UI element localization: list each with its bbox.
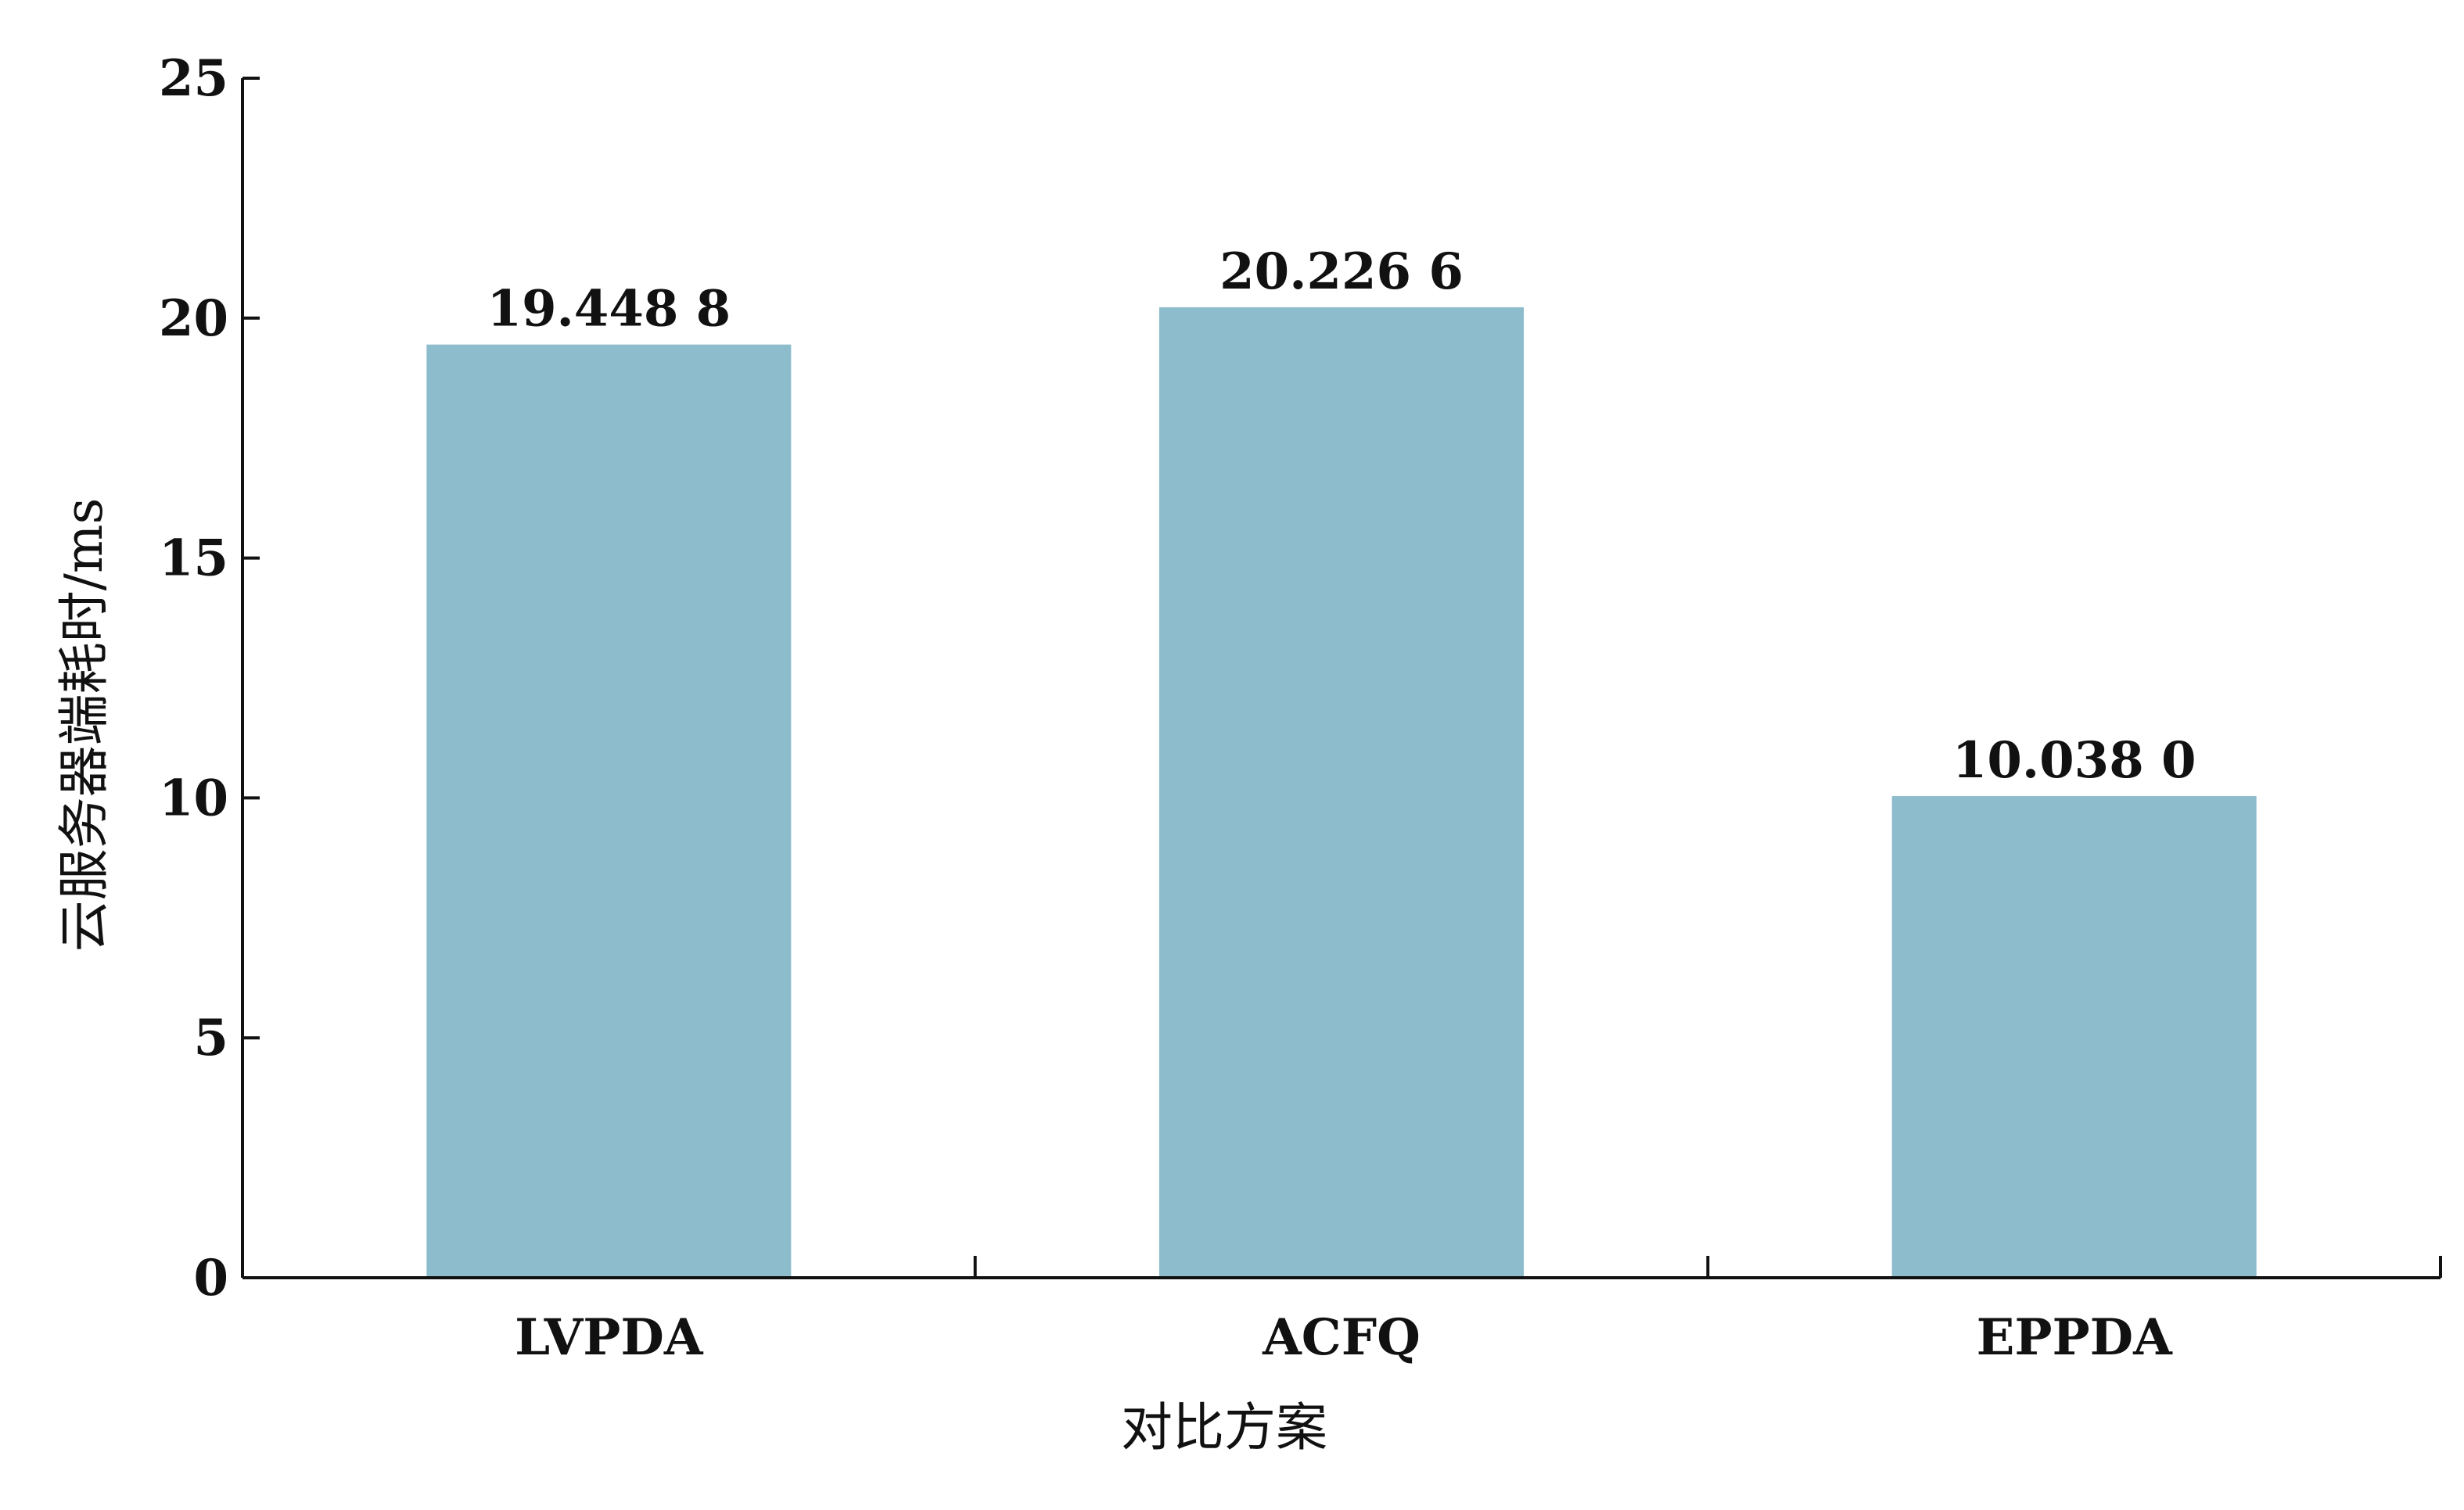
x-tick-label-eppda: EPPDA [1977, 1308, 2174, 1367]
y-tick-label-5: 5 [193, 1009, 228, 1067]
bars-group [426, 307, 2257, 1279]
x-axis-title: 对比方案 [1121, 1397, 1327, 1458]
bar-eppda [1891, 796, 2257, 1278]
y-tick-label-10: 10 [159, 769, 228, 827]
bar-acfq [1159, 307, 1524, 1279]
bar-lvpda [426, 344, 792, 1279]
y-axis-title: 云服务器端耗时/ms [54, 498, 114, 952]
x-tick-label-acfq: ACFQ [1262, 1308, 1421, 1367]
y-tick-label-15: 15 [159, 529, 228, 588]
y-tick-label-0: 0 [193, 1249, 228, 1307]
x-tick-label-lvpda: LVPDA [515, 1308, 704, 1367]
data-label-lvpda: 19.448 8 [487, 280, 731, 339]
y-tick-label-20: 20 [159, 289, 228, 348]
labels-group: 19.448 8 LVPDA 20.226 6 ACFQ 10.038 0 EPPDA 0 5… [159, 49, 2196, 1367]
axes-group [241, 77, 2442, 1279]
data-label-acfq: 20.226 6 [1219, 242, 1464, 301]
y-tick-label-25: 25 [159, 49, 228, 108]
data-label-eppda: 10.038 0 [1952, 731, 2196, 790]
